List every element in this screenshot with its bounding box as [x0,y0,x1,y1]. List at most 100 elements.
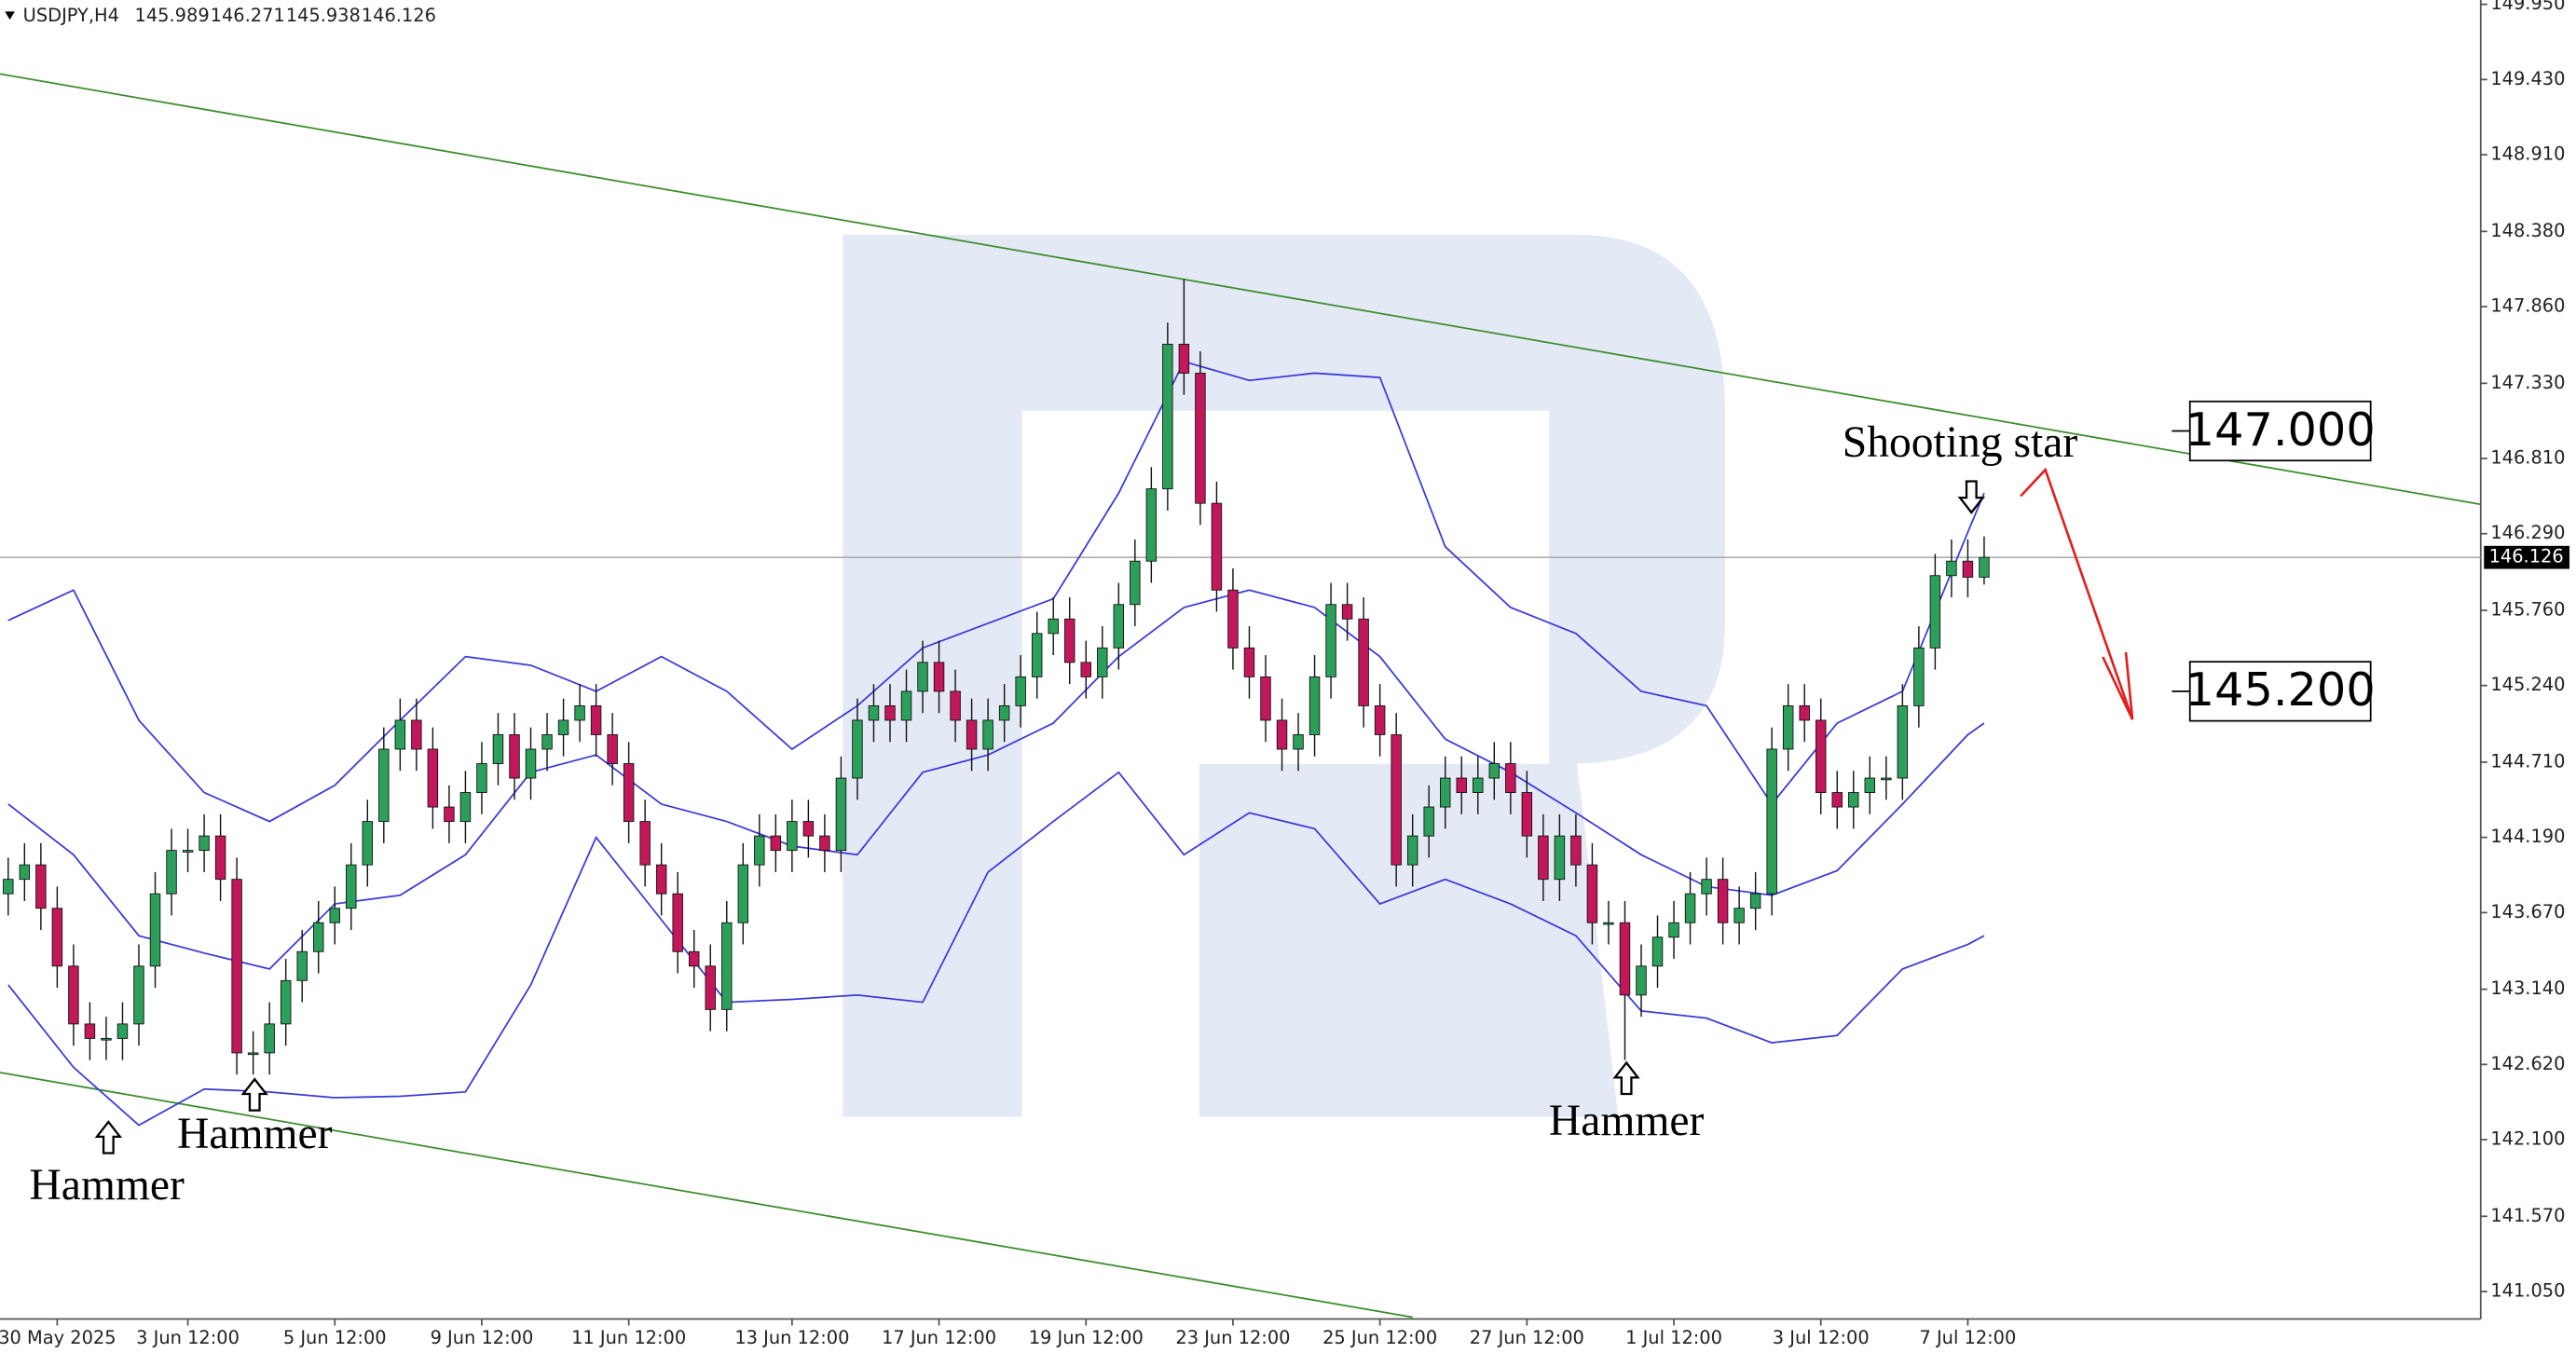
candle-body [1831,792,1843,808]
candle-body [868,704,880,721]
level-box [2188,661,2372,722]
x-tick-label: 9 Jun 12:00 [431,1327,534,1348]
candle-body [737,864,749,923]
candle-body [378,748,390,823]
annotation-arrow [94,1120,123,1155]
candle-body [1440,777,1451,808]
candle-body [819,835,830,852]
candle-body [231,879,242,1054]
y-tick-label: 143.140 [2490,977,2565,999]
x-tick-label: 30 May 2025 [0,1327,116,1348]
candle-body [1097,647,1108,677]
candle-body [705,965,716,1010]
candle-body [1505,763,1516,793]
candle-body [1946,560,1957,577]
y-tick-label: 141.050 [2490,1280,2565,1302]
candle-body [1325,604,1336,677]
candle-body [1211,502,1223,591]
candle-body [607,734,618,764]
header-marker [5,11,15,20]
header-high: 146.271 [211,5,285,26]
candle-body [770,835,782,852]
y-tick-label: 143.670 [2490,901,2565,922]
candle-body [492,734,504,764]
candle-body [1603,922,1614,925]
annotation-arrow [1612,1060,1640,1096]
candle-body [688,950,700,967]
candle-body [1423,806,1434,837]
candle-body [84,1023,96,1039]
chart-title: USDJPY,H4 [23,5,119,26]
annotation: Hammer [177,1110,333,1158]
candle-body [116,1023,129,1039]
candle-body [1913,647,1925,706]
annotation: Shooting star [1843,418,2078,467]
candle-body [1391,734,1402,866]
candle-body [1488,763,1500,779]
candle-body [1799,704,1810,721]
candle-body [933,662,945,692]
candle-body [1816,719,1827,793]
x-tick-label: 23 Jun 12:00 [1175,1327,1290,1348]
candle-body [1080,662,1091,677]
x-tick-label: 27 Jun 12:00 [1470,1327,1584,1348]
annotation: Hammer [29,1161,185,1210]
candle-body [264,1023,275,1054]
candle-body [787,821,798,852]
candle-body [296,950,308,981]
candle-body [1979,556,1990,578]
candle-body [166,850,177,895]
y-tick-label: 144.190 [2490,826,2565,847]
candle-body [133,965,144,1025]
y-tick-label: 146.290 [2490,522,2565,543]
candle-body [900,690,912,721]
candle-body [1701,879,1712,895]
watermark [843,235,1725,1117]
candle-body [1178,343,1190,374]
candle-body [1554,835,1566,881]
y-tick-label: 148.910 [2490,144,2565,165]
candle-body [639,821,651,866]
candle-body [280,979,292,1025]
candle-body [1521,792,1533,837]
x-tick-label: 3 Jun 12:00 [136,1327,240,1348]
candle-body [312,922,324,952]
header-close: 146.126 [362,5,436,26]
annotation-arrow [1957,480,1985,514]
y-tick-label: 145.760 [2490,598,2565,620]
candle-body [1881,777,1892,781]
candle-body [394,719,406,750]
candle-body [802,821,815,837]
x-tick-label: 5 Jun 12:00 [283,1327,387,1348]
candle-body [1897,704,1909,779]
candle-body [3,879,14,895]
candle-body [346,864,357,909]
candle-body [1276,719,1288,750]
header-open: 145.989 [135,5,210,26]
candle-body [655,864,667,895]
candle-body [1113,604,1125,649]
candle-body [1293,734,1304,750]
candle-body [1162,343,1173,490]
candle-body [1749,893,1761,909]
candle-body [1341,604,1353,620]
candle-body [884,704,896,721]
candle-body [950,690,961,721]
candle-body [149,893,161,967]
candle-body [182,850,194,853]
level-label: 145.200 [2185,663,2376,717]
y-tick-label: 146.810 [2490,447,2565,469]
y-tick-label: 145.240 [2490,674,2565,695]
candle-body [1358,618,1369,706]
candle-body [1619,922,1631,996]
candle-body [1243,647,1255,677]
candle-body [1717,879,1729,923]
candle-body [1015,676,1026,706]
y-tick-label: 142.620 [2490,1053,2565,1074]
candle-body [1668,922,1679,938]
candle-body [1374,704,1386,735]
candle-body [1570,835,1582,866]
candle-body [917,662,928,692]
trendline [0,73,2481,506]
y-tick-label: 144.710 [2490,750,2565,772]
